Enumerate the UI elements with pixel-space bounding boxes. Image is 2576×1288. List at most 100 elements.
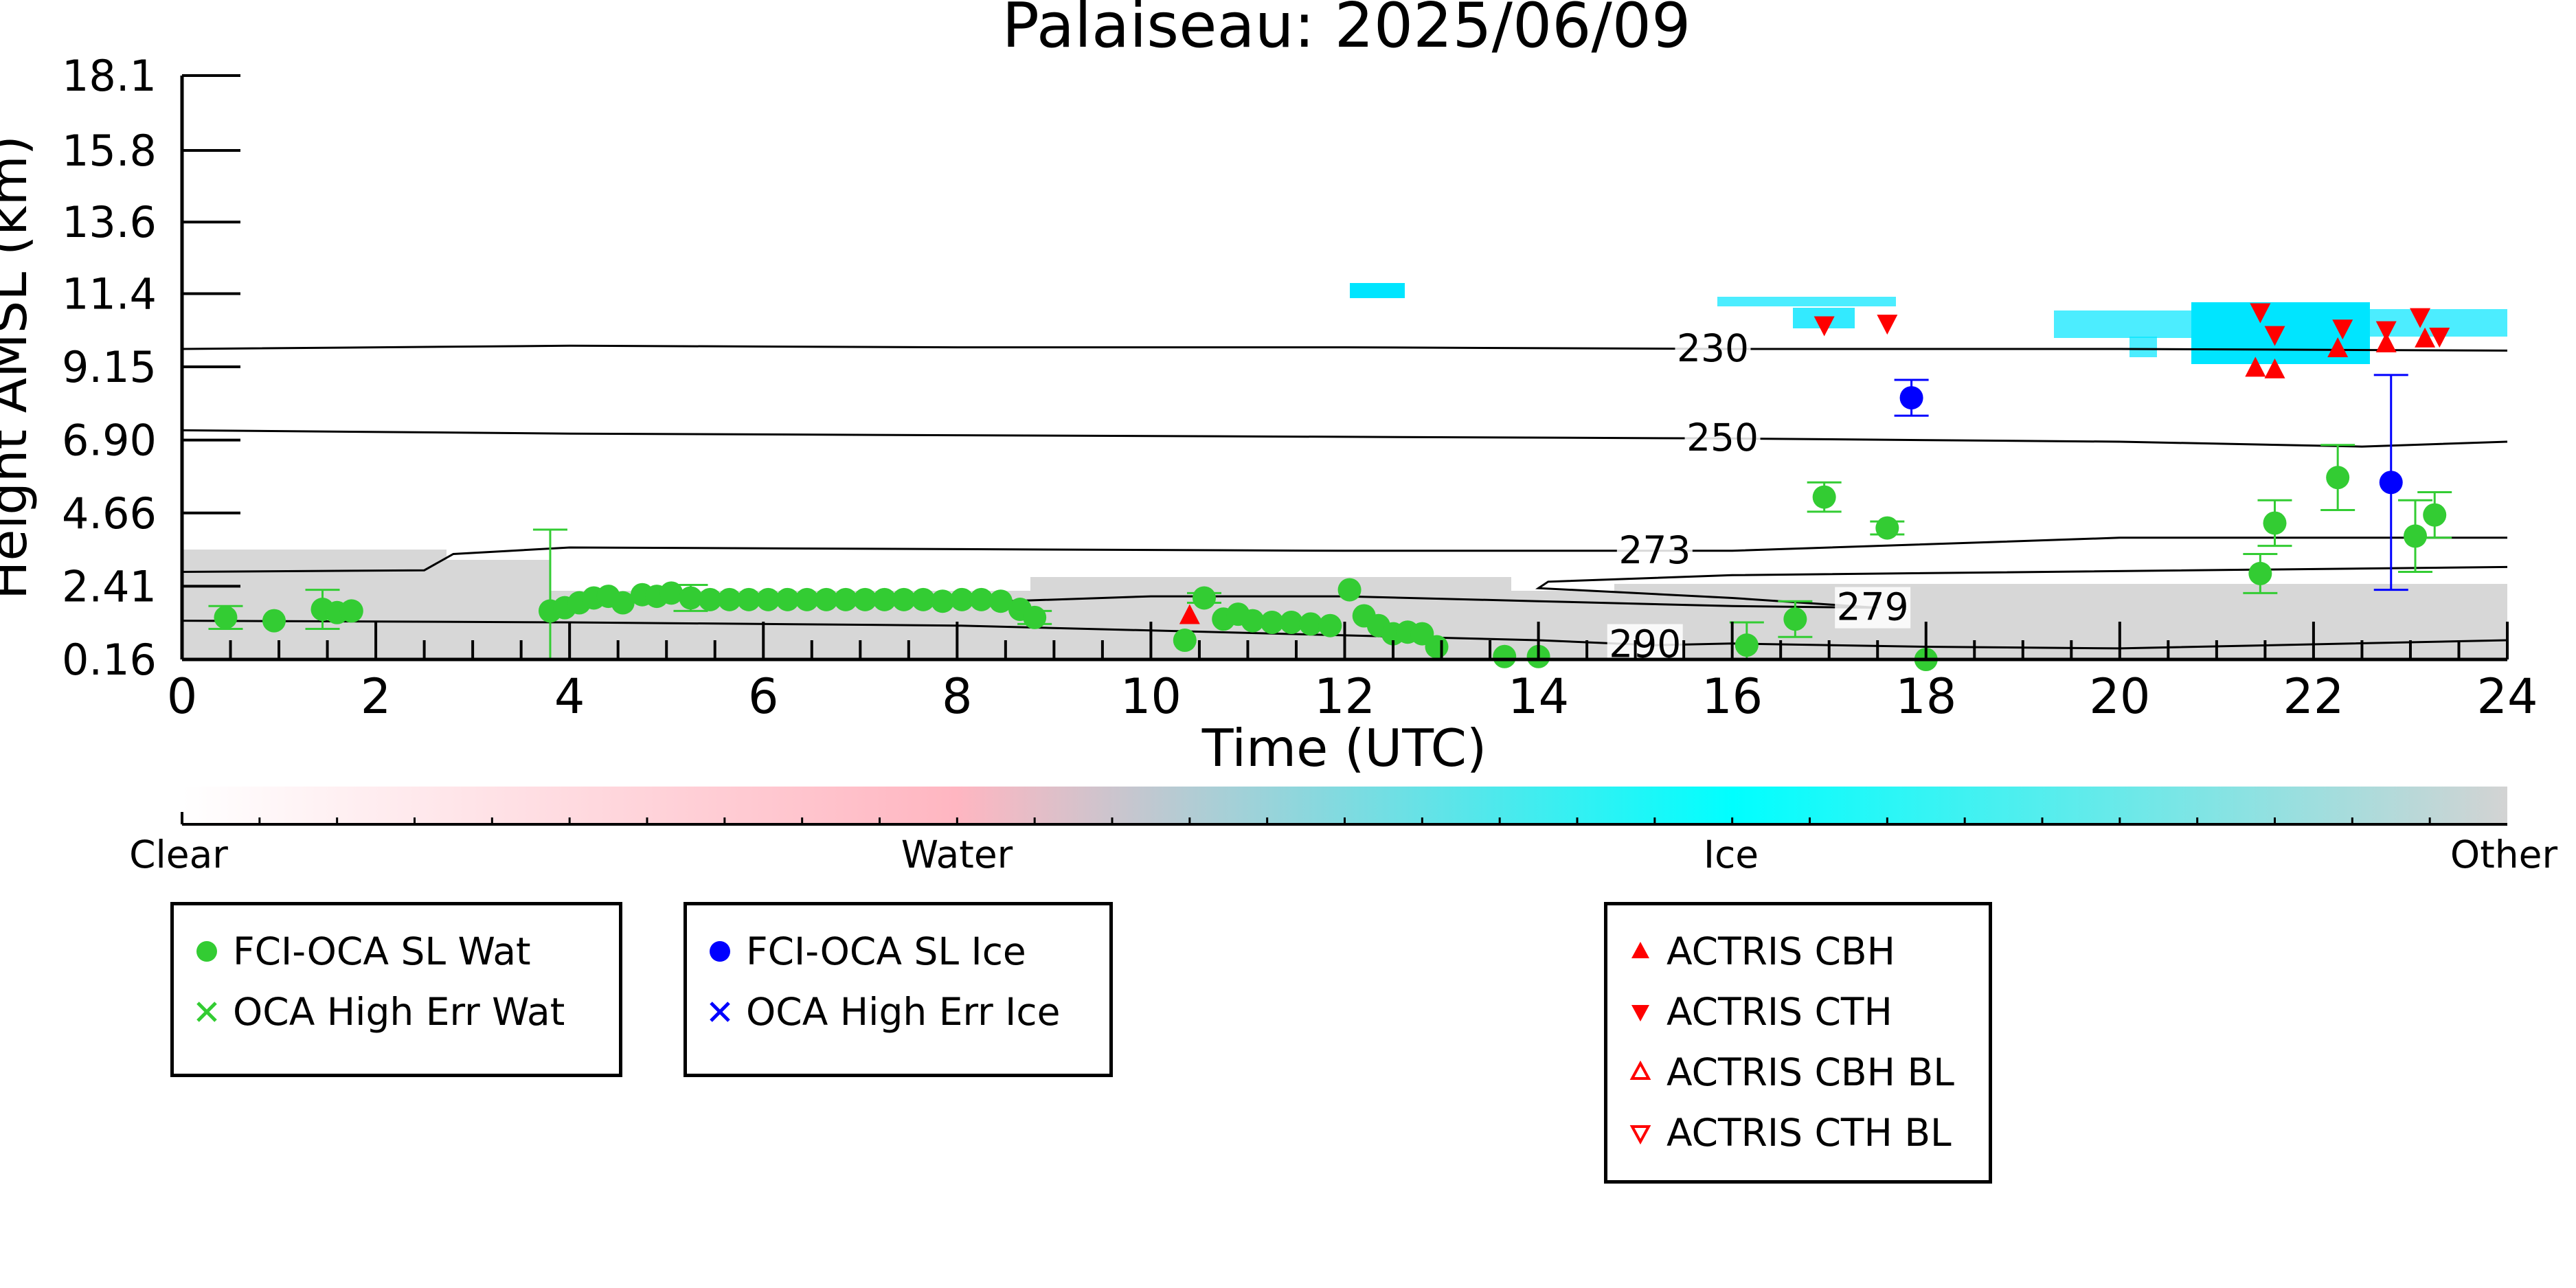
- contour-250: [181, 429, 2508, 448]
- point-fci-oca-sl-wat: [262, 609, 286, 633]
- contour-label-230: 230: [1677, 326, 1749, 370]
- point-fci-oca-sl-wat: [214, 605, 238, 629]
- point-fci-oca-sl-wat: [1337, 578, 1362, 602]
- x-tick-label: 20: [2089, 668, 2150, 725]
- y-tick-label: 18.1: [62, 51, 157, 101]
- point-fci-oca-sl-wat: [717, 587, 741, 611]
- legend-label: ACTRIS CBH BL: [1667, 1050, 1954, 1094]
- blue-x-icon: [710, 1002, 730, 1022]
- y-tick-label: 15.8: [62, 126, 157, 176]
- x-tick-label: 6: [748, 668, 779, 725]
- legend-actris: ACTRIS CBH ACTRIS CTH ACTRIS CBH BL ACTR…: [1604, 902, 1992, 1184]
- point-actris-cth: [1814, 316, 1835, 337]
- x-tick-label: 0: [167, 668, 198, 725]
- point-fci-oca-sl-wat: [339, 599, 363, 623]
- contour-label-bg: [1616, 530, 1693, 572]
- point-fci-oca-sl-wat: [776, 587, 800, 611]
- colorbar-label-clear: Clear: [129, 833, 228, 877]
- cloud-mask-backdrop: [182, 283, 2507, 659]
- point-actris-cbh: [2264, 358, 2285, 379]
- point-actris-cth: [2332, 319, 2353, 340]
- point-fci-oca-sl-wat: [2404, 524, 2428, 548]
- contour-230: [181, 344, 2508, 352]
- legend-entry-actris-cth-bl: ACTRIS CTH BL: [1607, 1111, 1952, 1155]
- point-actris-cbh: [2245, 357, 2266, 377]
- point-fci-oca-sl-wat: [2326, 466, 2350, 490]
- point-fci-oca-sl-wat: [853, 587, 877, 611]
- point-fci-oca-sl-wat: [1493, 644, 1517, 668]
- x-tick-label: 10: [1120, 668, 1182, 725]
- chart-title: Palaiseau: 2025/06/09: [1002, 0, 1691, 62]
- blue-circle-icon: [710, 941, 730, 962]
- colorbar-label-ice: Ice: [1704, 833, 1759, 877]
- x-tick-label: 2: [361, 668, 392, 725]
- point-fci-oca-sl-wat: [611, 591, 635, 615]
- legend-entry-fci-oca-sl-ice: FCI-OCA SL Ice: [687, 929, 1026, 973]
- point-actris-cbh: [2375, 332, 2397, 352]
- contour-label-250: 250: [1686, 416, 1759, 460]
- legend-entry-actris-cbh: ACTRIS CBH: [1607, 929, 1895, 973]
- point-fci-oca-sl-wat: [659, 581, 683, 605]
- y-tick-label: 13.6: [62, 197, 157, 247]
- colorbar-label-water: Water: [901, 833, 1013, 877]
- point-actris-cth: [1877, 315, 1898, 335]
- x-tick-label: 24: [2476, 668, 2538, 725]
- y-tick-label: 2.41: [62, 561, 157, 611]
- x-tick-label: 22: [2283, 668, 2344, 725]
- contour-273: [181, 536, 2507, 573]
- point-actris-cth: [2250, 303, 2271, 324]
- point-fci-oca-sl-wat: [1318, 613, 1342, 637]
- legend-label: OCA High Err Ice: [746, 990, 1061, 1034]
- x-tick-label: 4: [554, 668, 585, 725]
- point-fci-oca-sl-wat: [698, 587, 722, 611]
- x-ticks: 0 2 4 6 8 10 12 14 16 18 20 22 24: [167, 622, 2538, 725]
- point-fci-oca-sl-wat: [1425, 635, 1449, 659]
- legend-label: FCI-OCA SL Ice: [746, 929, 1026, 973]
- colorbar: Clear Water Ice Other: [129, 787, 2557, 877]
- x-tick-label: 16: [1702, 668, 1763, 725]
- point-fci-oca-sl-wat: [911, 587, 935, 611]
- red-open-triangle-up-icon: [1629, 1060, 1651, 1080]
- point-actris-cth: [2375, 321, 2397, 341]
- red-triangle-up-icon: [1631, 942, 1649, 958]
- colorbar-ticks: [258, 817, 2431, 824]
- legend-label: OCA High Err Wat: [233, 990, 565, 1034]
- point-fci-oca-sl-wat: [756, 587, 780, 611]
- x-tick-label: 8: [942, 668, 973, 725]
- point-fci-oca-sl-wat: [988, 589, 1013, 613]
- point-fci-oca-sl-wat: [2263, 511, 2287, 535]
- point-fci-oca-sl-wat: [872, 587, 896, 611]
- point-actris-cth: [2429, 328, 2450, 348]
- y-tick-label: 9.15: [62, 342, 157, 392]
- point-fci-oca-sl-wat: [1023, 605, 1047, 629]
- chart-marks: [214, 303, 2450, 671]
- legend-entry-actris-cbh-bl: ACTRIS CBH BL: [1607, 1050, 1954, 1094]
- colorbar-label-other: Other: [2450, 833, 2558, 877]
- point-fci-oca-sl-wat: [2248, 561, 2272, 585]
- y-tick-label: 0.16: [62, 635, 157, 685]
- point-fci-oca-sl-wat: [931, 589, 955, 613]
- point-fci-oca-sl-wat: [1260, 610, 1284, 634]
- point-fci-oca-sl-ice: [1899, 386, 1923, 410]
- x-tick-label: 12: [1314, 668, 1375, 725]
- point-fci-oca-sl-wat: [1279, 610, 1303, 634]
- y-tick-label: 4.66: [62, 488, 157, 539]
- contour-label-bg: [1835, 587, 1911, 629]
- green-x-icon: [196, 1002, 217, 1022]
- axes: 0 2 4 6 8 10 12 14 16 18 20 22 24 0.162.414.666.909.…: [62, 51, 2538, 725]
- y-axis-label: Height AMSL (km): [0, 135, 38, 600]
- point-actris-cbh: [2327, 337, 2349, 357]
- point-fci-oca-sl-wat: [1875, 516, 1899, 540]
- point-fci-oca-sl-ice: [2379, 471, 2403, 495]
- contour-label-bg: [1684, 418, 1761, 460]
- point-fci-oca-sl-wat: [1735, 633, 1759, 657]
- point-fci-oca-sl-wat: [795, 587, 819, 611]
- y-tick-label: 11.4: [62, 269, 157, 319]
- point-fci-oca-sl-wat: [1192, 586, 1216, 610]
- legend-label: ACTRIS CTH BL: [1667, 1111, 1952, 1155]
- point-fci-oca-sl-wat: [834, 587, 858, 611]
- point-fci-oca-sl-wat: [1173, 629, 1197, 653]
- point-fci-oca-sl-wat: [950, 587, 974, 611]
- x-axis-label: Time (UTC): [1201, 718, 1487, 778]
